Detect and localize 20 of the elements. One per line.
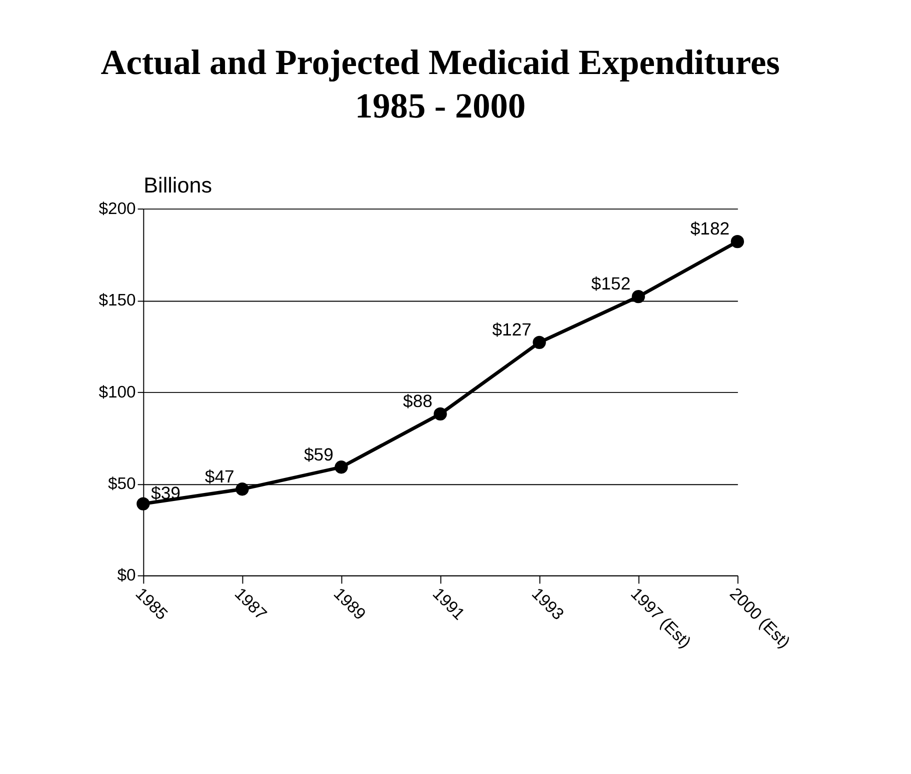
y-tick-label: $200 bbox=[98, 198, 136, 218]
data-label: $127 bbox=[492, 320, 532, 340]
y-tick-label: $50 bbox=[108, 474, 136, 494]
point bbox=[334, 460, 348, 474]
chart-title: Actual and Projected Medicaid Expenditures 1985 - 2000 bbox=[100, 43, 780, 126]
data-label: $88 bbox=[403, 391, 433, 412]
y-axis-title: Billions bbox=[144, 172, 212, 198]
y-tick-label: $150 bbox=[98, 290, 136, 310]
point bbox=[730, 235, 744, 248]
y-tick-label: $0 bbox=[117, 566, 136, 585]
point bbox=[632, 290, 645, 304]
point bbox=[236, 482, 249, 496]
data-label: $59 bbox=[304, 444, 334, 464]
data-label: $152 bbox=[591, 274, 631, 294]
data-label: $182 bbox=[690, 218, 730, 239]
point bbox=[532, 336, 546, 349]
point bbox=[136, 497, 150, 510]
y-tick-label: $100 bbox=[98, 382, 136, 402]
point bbox=[434, 407, 447, 421]
data-label: $47 bbox=[204, 466, 234, 486]
